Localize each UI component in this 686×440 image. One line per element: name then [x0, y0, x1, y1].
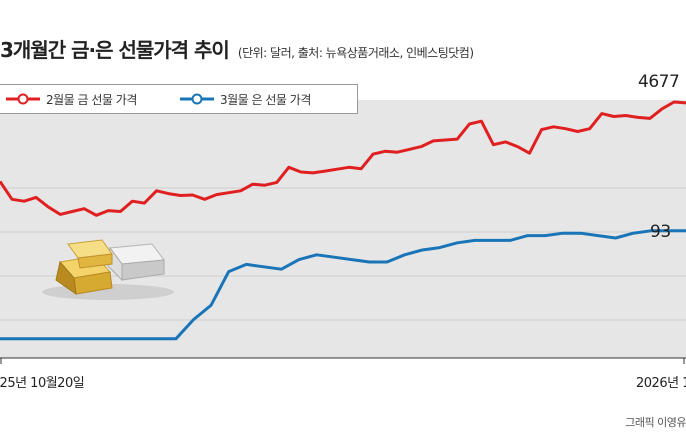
silver-end-label: 93 — [650, 222, 671, 242]
legend-swatch-gold — [6, 93, 40, 105]
gold-end-label: 4677 — [638, 72, 680, 92]
x-tick-label-end: 2026년 1월 — [636, 376, 686, 391]
plot-background — [0, 100, 686, 358]
chart-title: 3개월간 금·은 선물가격 추이 — [0, 38, 230, 62]
x-tick-label-start: 2025년 10월20일 — [0, 376, 85, 391]
gold-silver-bars-icon — [42, 239, 174, 300]
gold-bar-side — [55, 260, 77, 296]
legend-label-silver: 3월물 은 선물 가격 — [220, 92, 311, 107]
legend: 2월물 금 선물 가격 3월물 은 선물 가격 — [0, 84, 358, 114]
legend-item-silver: 3월물 은 선물 가격 — [180, 85, 311, 113]
series-line-silver — [0, 229, 686, 341]
graphic-credit: 그래픽 이영유 — [625, 416, 686, 429]
legend-swatch-silver — [180, 93, 214, 105]
legend-label-gold: 2월물 금 선물 가격 — [46, 92, 137, 107]
series-line-gold — [0, 100, 686, 217]
chart-subtitle: (단위: 달러, 출처: 뉴욕상품거래소, 인베스팅닷컴) — [237, 46, 474, 60]
gold-bar-back-front — [77, 253, 113, 269]
chart-title-line: 3개월간 금·은 선물가격 추이 (단위: 달러, 출처: 뉴욕상품거래소, 인… — [0, 34, 474, 63]
legend-item-gold: 2월물 금 선물 가격 — [6, 85, 137, 113]
